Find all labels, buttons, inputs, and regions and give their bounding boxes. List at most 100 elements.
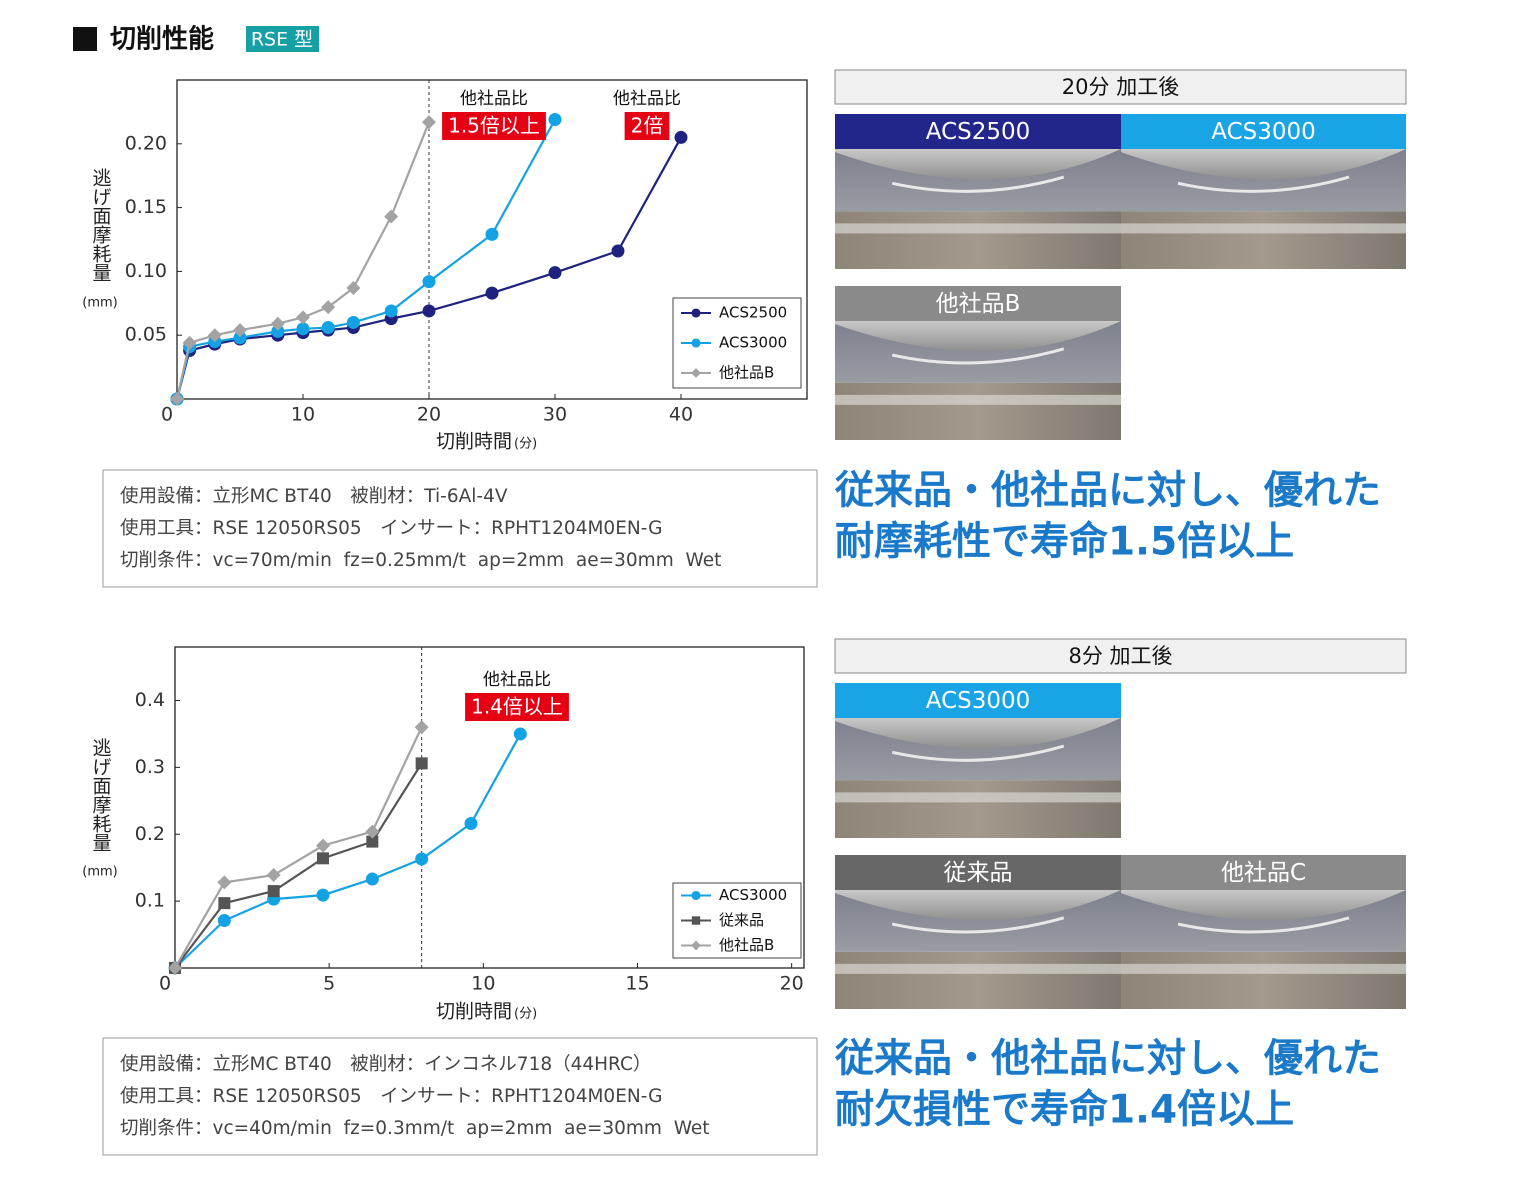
- photo-disc: [835, 321, 1121, 352]
- data-point: [271, 324, 285, 338]
- data-point: [217, 914, 231, 928]
- photo-wear: [891, 916, 1065, 934]
- data-point: [317, 852, 329, 865]
- photo-disc: [1121, 890, 1406, 921]
- x-tick-label: 15: [625, 973, 649, 995]
- conditions-line: 使用設備：立形MC BT40 被削材：Ti-6Al-4V: [120, 486, 508, 507]
- data-point: [218, 897, 231, 910]
- series-line: [174, 726, 423, 969]
- photo-edge: [1121, 963, 1406, 974]
- data-point: [170, 392, 184, 406]
- data-point: [346, 280, 361, 295]
- data-point: [168, 961, 182, 975]
- x-axis-label: 切削時間: [436, 1001, 512, 1023]
- data-point: [266, 868, 281, 883]
- annotation-text: 他社品比: [483, 670, 551, 690]
- data-point: [464, 817, 478, 831]
- photo: [1121, 951, 1406, 1009]
- photo-wear: [1177, 175, 1350, 193]
- data-point: [485, 227, 499, 241]
- annotation-text: 他社品比: [460, 89, 528, 109]
- photo-disc: [835, 890, 1121, 921]
- photo: [835, 951, 1121, 1009]
- photo-edge: [835, 223, 1121, 234]
- photo-disc: [835, 149, 1121, 180]
- legend-label: ACS3000: [719, 886, 787, 904]
- header-title: 切削性能: [110, 24, 214, 55]
- conditions-box: [102, 1037, 818, 1156]
- photo-disc: [835, 718, 1121, 749]
- photo: [1121, 211, 1406, 269]
- data-point: [674, 130, 688, 144]
- x-tick-label: 10: [471, 973, 495, 995]
- conditions-line: 使用工具：RSE 12050RS05 インサート：RPHT1204M0EN-G: [120, 1086, 662, 1107]
- y-axis-unit: (mm): [82, 865, 117, 880]
- data-point: [415, 757, 428, 770]
- photo-header: [834, 638, 1407, 674]
- photo-header-text: ACS3000: [926, 688, 1031, 714]
- photo-edge: [835, 394, 1121, 405]
- header-badge-text: RSE 型: [251, 29, 313, 51]
- y-tick-label: 0.05: [125, 324, 167, 346]
- annotation-text: 他社品比: [613, 89, 681, 109]
- data-point: [548, 266, 562, 280]
- data-point: [182, 335, 197, 350]
- series-line: [174, 733, 522, 969]
- data-point: [365, 824, 380, 839]
- photo-wear: [891, 744, 1065, 762]
- x-tick-label: 0: [161, 404, 173, 426]
- claim-text: 従来品・他社品に対し、優れた: [834, 1037, 1381, 1082]
- conditions-line: 切削条件：vc=70m/min fz=0.25mm/t ap=2mm ae=30…: [120, 550, 721, 571]
- y-axis-label: 逃げ面摩耗量: [90, 738, 112, 852]
- photo-wear: [891, 175, 1065, 193]
- conditions-line: 切削条件：vc=40m/min fz=0.3mm/t ap=2mm ae=30m…: [120, 1118, 710, 1139]
- data-point: [422, 275, 436, 289]
- photo-header-text: ACS2500: [926, 119, 1031, 145]
- y-tick-label: 0.1: [135, 890, 165, 912]
- legend-label: ACS3000: [719, 334, 787, 352]
- x-tick-label: 30: [543, 404, 567, 426]
- photo-header-text: 他社品B: [936, 291, 1021, 317]
- data-point: [321, 321, 335, 335]
- conditions-line: 使用設備：立形MC BT40 被削材：インコネル718（44HRC）: [120, 1054, 651, 1075]
- annotation-badge: [624, 112, 670, 140]
- claim-text: 従来品・他社品に対し、優れた: [834, 469, 1381, 514]
- data-point: [414, 720, 429, 735]
- data-point: [611, 244, 625, 258]
- photo-header: [835, 683, 1121, 718]
- legend-label: 従来品: [719, 911, 764, 929]
- y-tick-label: 0.4: [135, 689, 165, 711]
- claim-text: 耐摩耗性で寿命1.5倍以上: [835, 520, 1294, 565]
- y-tick-label: 0.3: [135, 756, 165, 778]
- annotation-badge: [465, 693, 569, 721]
- photo-header-text: 8分 加工後: [1068, 644, 1172, 668]
- legend-marker: [691, 308, 701, 318]
- x-tick-label: 10: [291, 404, 315, 426]
- data-point: [296, 322, 310, 336]
- conditions-line: 使用工具：RSE 12050RS05 インサート：RPHT1204M0EN-G: [120, 518, 662, 539]
- x-axis-unit: (分): [514, 437, 537, 452]
- photo-edge: [1121, 223, 1406, 234]
- annotation-badge-text: 1.5倍以上: [448, 114, 540, 138]
- data-point: [270, 316, 285, 331]
- photo: [835, 780, 1121, 838]
- data-point: [296, 310, 310, 325]
- x-tick-label: 20: [780, 973, 804, 995]
- data-point: [233, 331, 247, 345]
- photo-header: [835, 855, 1121, 890]
- data-point: [384, 304, 398, 318]
- photo-header-text: 他社品C: [1221, 860, 1306, 886]
- x-tick-label: 0: [159, 973, 171, 995]
- series-line: [174, 762, 423, 969]
- data-point: [422, 115, 436, 130]
- photo-header: [835, 286, 1121, 321]
- x-tick-label: 5: [323, 973, 335, 995]
- photo-header-text: 従来品: [944, 860, 1013, 886]
- legend-label: 他社品B: [719, 936, 774, 954]
- photo-header-text: 20分 加工後: [1062, 75, 1179, 99]
- data-point: [233, 323, 247, 338]
- y-tick-label: 0.2: [135, 823, 165, 845]
- y-tick-label: 0.10: [125, 260, 167, 282]
- data-point: [513, 727, 527, 741]
